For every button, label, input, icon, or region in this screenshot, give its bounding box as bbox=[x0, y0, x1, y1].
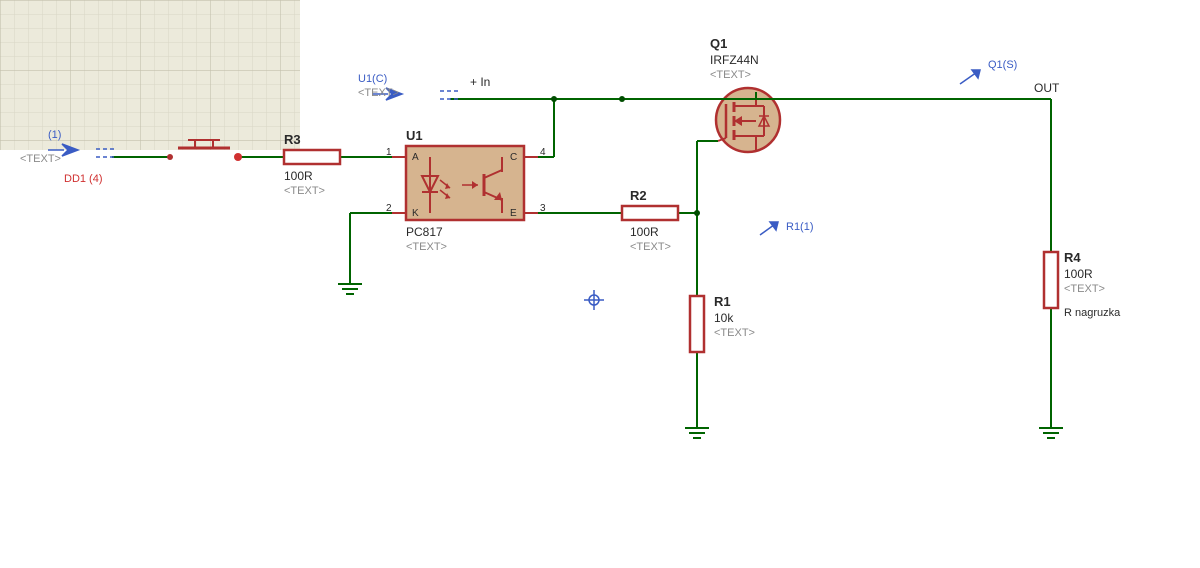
u1-text: <TEXT> bbox=[406, 241, 447, 253]
r3-val: 100R bbox=[284, 169, 313, 183]
r4-text: <TEXT> bbox=[1064, 283, 1105, 295]
u1-pin1: 1 bbox=[386, 147, 392, 158]
u1-ref: U1 bbox=[406, 128, 423, 143]
plus-in: + In bbox=[470, 75, 490, 89]
probe-q1s bbox=[960, 70, 980, 84]
r1-ref: R1 bbox=[714, 294, 731, 309]
u1-pin2: 2 bbox=[386, 203, 392, 214]
resistor-r2 bbox=[622, 206, 678, 220]
q1-text: <TEXT> bbox=[710, 69, 751, 81]
u1-val: PC817 bbox=[406, 225, 443, 239]
r2-ref: R2 bbox=[630, 188, 647, 203]
wires bbox=[112, 99, 1051, 428]
ground-symbols bbox=[338, 284, 1063, 438]
resistor-r4 bbox=[1044, 252, 1058, 308]
mosfet-q1 bbox=[716, 88, 780, 152]
in-terminal-dashes bbox=[440, 91, 460, 99]
resistor-r3 bbox=[284, 150, 340, 164]
r3-ref: R3 bbox=[284, 132, 301, 147]
u1-e: E bbox=[510, 208, 517, 219]
origin-marker bbox=[584, 290, 604, 310]
q1-ref: Q1 bbox=[710, 36, 727, 51]
q1s-name: Q1(S) bbox=[988, 59, 1017, 71]
r11-name: R1(1) bbox=[786, 221, 814, 233]
u1c-text: <TEXT> bbox=[358, 87, 399, 99]
r3-text: <TEXT> bbox=[284, 185, 325, 197]
u1-pin4: 4 bbox=[540, 147, 546, 158]
u1-pin3: 3 bbox=[540, 203, 546, 214]
u1-c: C bbox=[510, 152, 517, 163]
r2-val: 100R bbox=[630, 225, 659, 239]
resistor-r1 bbox=[690, 296, 704, 352]
junctions bbox=[551, 96, 700, 216]
probe-r1-1 bbox=[760, 222, 778, 235]
r4-val: 100R bbox=[1064, 267, 1093, 281]
u1-k: K bbox=[412, 208, 419, 219]
switch-sw1 bbox=[167, 140, 242, 161]
r2-text: <TEXT> bbox=[630, 241, 671, 253]
probe1-name: (1) bbox=[48, 129, 61, 141]
r-nagruzka: R nagruzka bbox=[1064, 307, 1121, 319]
left-terminal-dashes bbox=[96, 149, 116, 157]
u1c-name: U1(C) bbox=[358, 73, 387, 85]
probe1-text: <TEXT> bbox=[20, 153, 61, 165]
r4-ref: R4 bbox=[1064, 250, 1081, 265]
q1-val: IRFZ44N bbox=[710, 53, 759, 67]
schematic: (1) <TEXT> DD1 (4) R3 100R <TEXT> U1 PC8… bbox=[0, 0, 1200, 568]
dd1-label: DD1 (4) bbox=[64, 173, 103, 185]
out-label: OUT bbox=[1034, 81, 1060, 95]
r1-text: <TEXT> bbox=[714, 327, 755, 339]
u1-a: A bbox=[412, 152, 419, 163]
r1-val: 10k bbox=[714, 311, 734, 325]
